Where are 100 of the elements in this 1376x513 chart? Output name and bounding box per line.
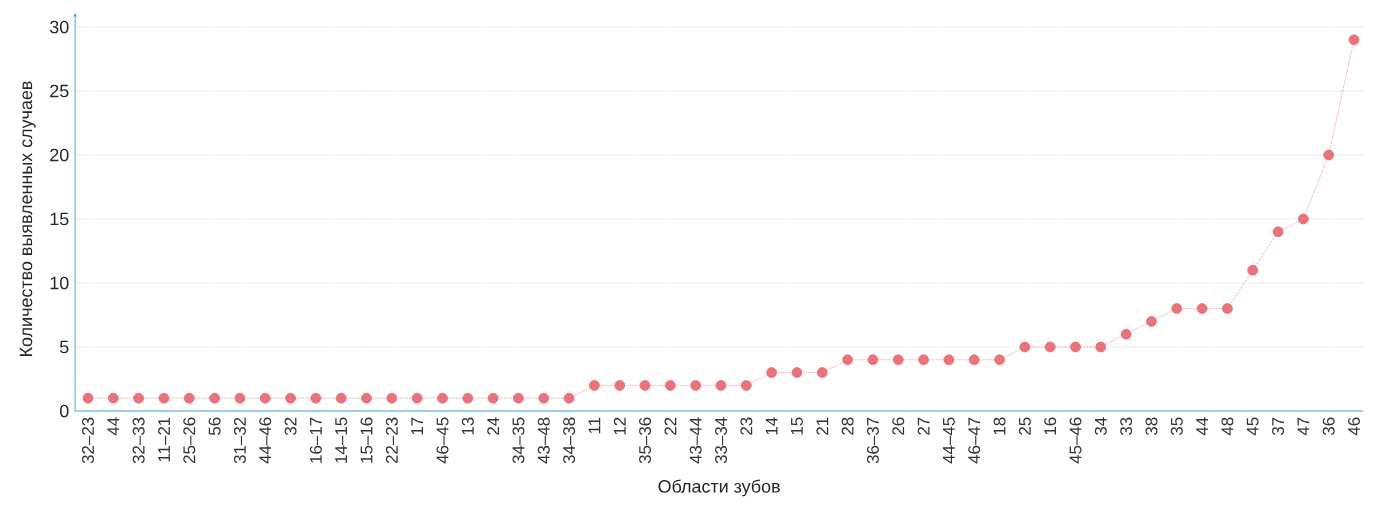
x-tick-label: 44 (1196, 417, 1208, 436)
point (513, 392, 524, 404)
point (335, 392, 347, 404)
point (664, 380, 676, 391)
y-tick-label: 0 (59, 404, 69, 418)
x-tick-label: 48 (1221, 417, 1234, 436)
x-tick-label: 16 (1044, 417, 1057, 435)
y-tick-label: 25 (50, 84, 69, 98)
point (1095, 341, 1107, 353)
x-tick-label: 34–35 (512, 417, 525, 464)
x-tick-label: 15 (791, 417, 803, 435)
point (386, 392, 398, 404)
point (411, 392, 423, 404)
x-tick-label: 12 (613, 417, 626, 435)
x-tick-label: 43–44 (689, 417, 702, 464)
point (614, 380, 626, 391)
x-tick-label: 47 (1297, 417, 1310, 436)
y-axis-title: Количество выявленных случаев (19, 81, 36, 356)
x-tick-label: 22–23 (385, 417, 398, 464)
x-tick-label: 46–47 (968, 417, 981, 464)
point (285, 392, 296, 404)
point (487, 392, 499, 404)
x-tick-label: 32 (284, 417, 297, 436)
x-tick-label: 35 (1170, 417, 1183, 436)
x-tick-label: 24 (487, 417, 500, 435)
x-tick-label: 26 (892, 417, 905, 435)
point (715, 380, 727, 391)
point (1222, 303, 1233, 314)
x-tick-label: 43–48 (537, 417, 550, 464)
point (183, 392, 195, 404)
x-tick-label: 35–36 (639, 417, 652, 464)
x-tick-label: 37 (1272, 417, 1285, 436)
y-tick-label: 5 (59, 340, 69, 354)
point (968, 354, 980, 366)
point (158, 392, 170, 404)
x-tick-label: 45–46 (1069, 417, 1082, 464)
point (690, 380, 702, 391)
point (867, 354, 879, 366)
point (740, 380, 752, 391)
point (107, 392, 119, 404)
x-tick-label: 28 (841, 417, 854, 435)
x-tick-label: 16–17 (309, 417, 322, 463)
x-tick-label: 13 (461, 417, 474, 435)
point (538, 392, 550, 404)
point (259, 392, 271, 404)
y-tick-label: 15 (50, 212, 69, 226)
point (1297, 213, 1309, 225)
x-tick-label: 44–45 (942, 417, 955, 464)
x-tick-label: 36–37 (866, 417, 879, 464)
x-tick-label: 25 (1018, 417, 1031, 435)
x-tick-label: 34–38 (563, 417, 576, 464)
x-tick-label: 17 (411, 417, 423, 435)
point (1044, 341, 1056, 353)
point (842, 354, 854, 366)
x-tick-label: 18 (993, 417, 1006, 435)
point (816, 367, 828, 378)
x-tick-label: 11 (588, 417, 601, 434)
x-tick-label: 27 (917, 417, 930, 435)
x-tick-label: 44 (107, 417, 120, 436)
x-tick-label: 33–34 (715, 417, 728, 464)
point (1146, 316, 1157, 327)
point (1196, 303, 1208, 314)
point (1323, 149, 1335, 161)
x-tick-label: 22 (664, 417, 677, 435)
x-tick-label: 38 (1145, 417, 1158, 436)
point (766, 367, 778, 378)
x-tick-label: 11–21 (158, 417, 170, 462)
point (361, 392, 372, 404)
x-tick-label: 44–46 (259, 417, 272, 464)
y-tick-label: 20 (50, 148, 69, 162)
point (310, 392, 322, 404)
x-tick-label: 46–45 (436, 417, 449, 464)
point (918, 354, 929, 366)
point (437, 392, 448, 404)
point (1247, 264, 1259, 276)
point (589, 380, 600, 391)
point (1348, 34, 1360, 46)
x-tick-label: 23 (740, 417, 753, 435)
x-tick-label: 46 (1348, 417, 1361, 436)
point (234, 392, 246, 404)
x-tick-label: 25–26 (183, 417, 196, 464)
x-tick-label: 21 (816, 417, 829, 435)
x-tick-label: 14–15 (335, 417, 348, 463)
point (82, 392, 94, 404)
point (563, 392, 575, 404)
x-tick-label: 36 (1322, 417, 1335, 436)
x-tick-label: 34 (1094, 417, 1107, 436)
point (209, 392, 220, 404)
point (1272, 226, 1284, 238)
x-tick-label: 31–32 (233, 417, 246, 464)
point (1019, 341, 1031, 353)
point (994, 354, 1005, 366)
x-tick-label: 33 (1120, 417, 1133, 436)
x-tick-label: 56 (208, 417, 221, 436)
x-tick-label: 15–16 (360, 417, 373, 463)
x-tick-label: 14 (765, 417, 778, 435)
x-tick-label: 32–33 (132, 417, 145, 464)
point (462, 392, 474, 404)
point (133, 392, 145, 404)
point (1171, 303, 1183, 314)
